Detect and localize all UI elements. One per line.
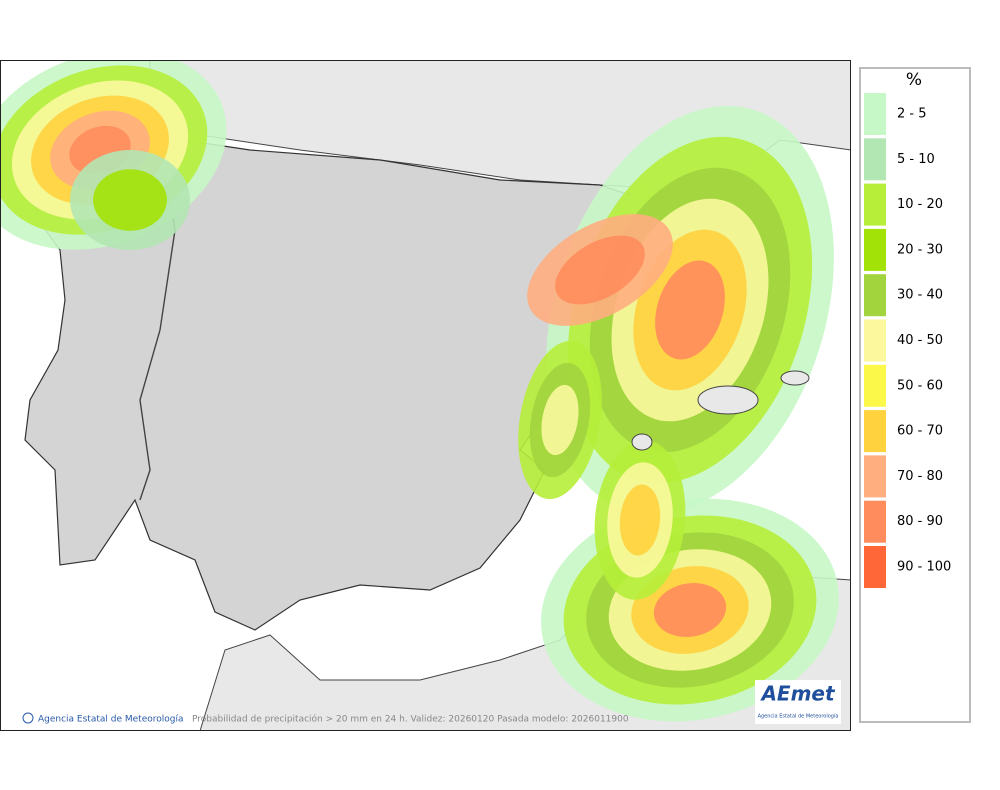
legend-label: 2 - 5 — [897, 107, 927, 122]
legend-swatch — [864, 138, 886, 181]
ibiza — [631, 433, 653, 451]
logo-box — [755, 680, 841, 724]
legend-swatch — [864, 319, 886, 362]
precip-area — [653, 582, 727, 638]
caption: Probabilidad de precipitación > 20 mm en… — [192, 714, 629, 725]
map — [0, 60, 851, 731]
legend-swatch — [864, 500, 886, 543]
map-frame — [0, 60, 851, 731]
legend-swatch — [864, 183, 886, 226]
legend-swatch — [864, 546, 886, 588]
copyright-icon — [22, 712, 34, 724]
legend-title: % — [906, 70, 922, 90]
legend-swatch — [864, 228, 886, 271]
legend-swatch — [864, 93, 886, 135]
logo: AEmet — [759, 682, 836, 706]
precip-area — [655, 260, 725, 360]
precip-area — [541, 384, 579, 456]
legend-label: 20 - 30 — [897, 242, 943, 257]
legend-items: 2 - 5 5 - 10 10 - 20 20 - 30 30 - 40 40 - 50 5… — [864, 93, 951, 588]
legend-label: 10 - 20 — [897, 197, 943, 212]
legend-label: 50 - 60 — [897, 378, 943, 393]
precip-area — [555, 235, 645, 305]
legend-label: 70 - 80 — [897, 469, 943, 484]
logo-subtitle: Agencia Estatal de Meteorología — [758, 713, 839, 720]
legend-label: 30 - 40 — [897, 288, 943, 303]
legend-swatch — [864, 410, 886, 453]
legend-label: 90 - 100 — [897, 560, 951, 575]
legend-label: 40 - 50 — [897, 333, 943, 348]
legend-swatch — [864, 455, 886, 498]
precip-area — [93, 169, 167, 231]
legend-swatch — [864, 274, 886, 317]
legend-label: 80 - 90 — [897, 514, 943, 529]
legend-label: 60 - 70 — [897, 424, 943, 439]
precip-area — [619, 484, 661, 556]
mallorca — [697, 385, 759, 415]
credit: Agencia Estatal de Meteorología — [38, 715, 184, 725]
menorca — [780, 370, 810, 386]
legend-swatch — [864, 364, 886, 407]
precipitation — [0, 60, 839, 722]
legend-label: 5 - 10 — [897, 152, 935, 167]
